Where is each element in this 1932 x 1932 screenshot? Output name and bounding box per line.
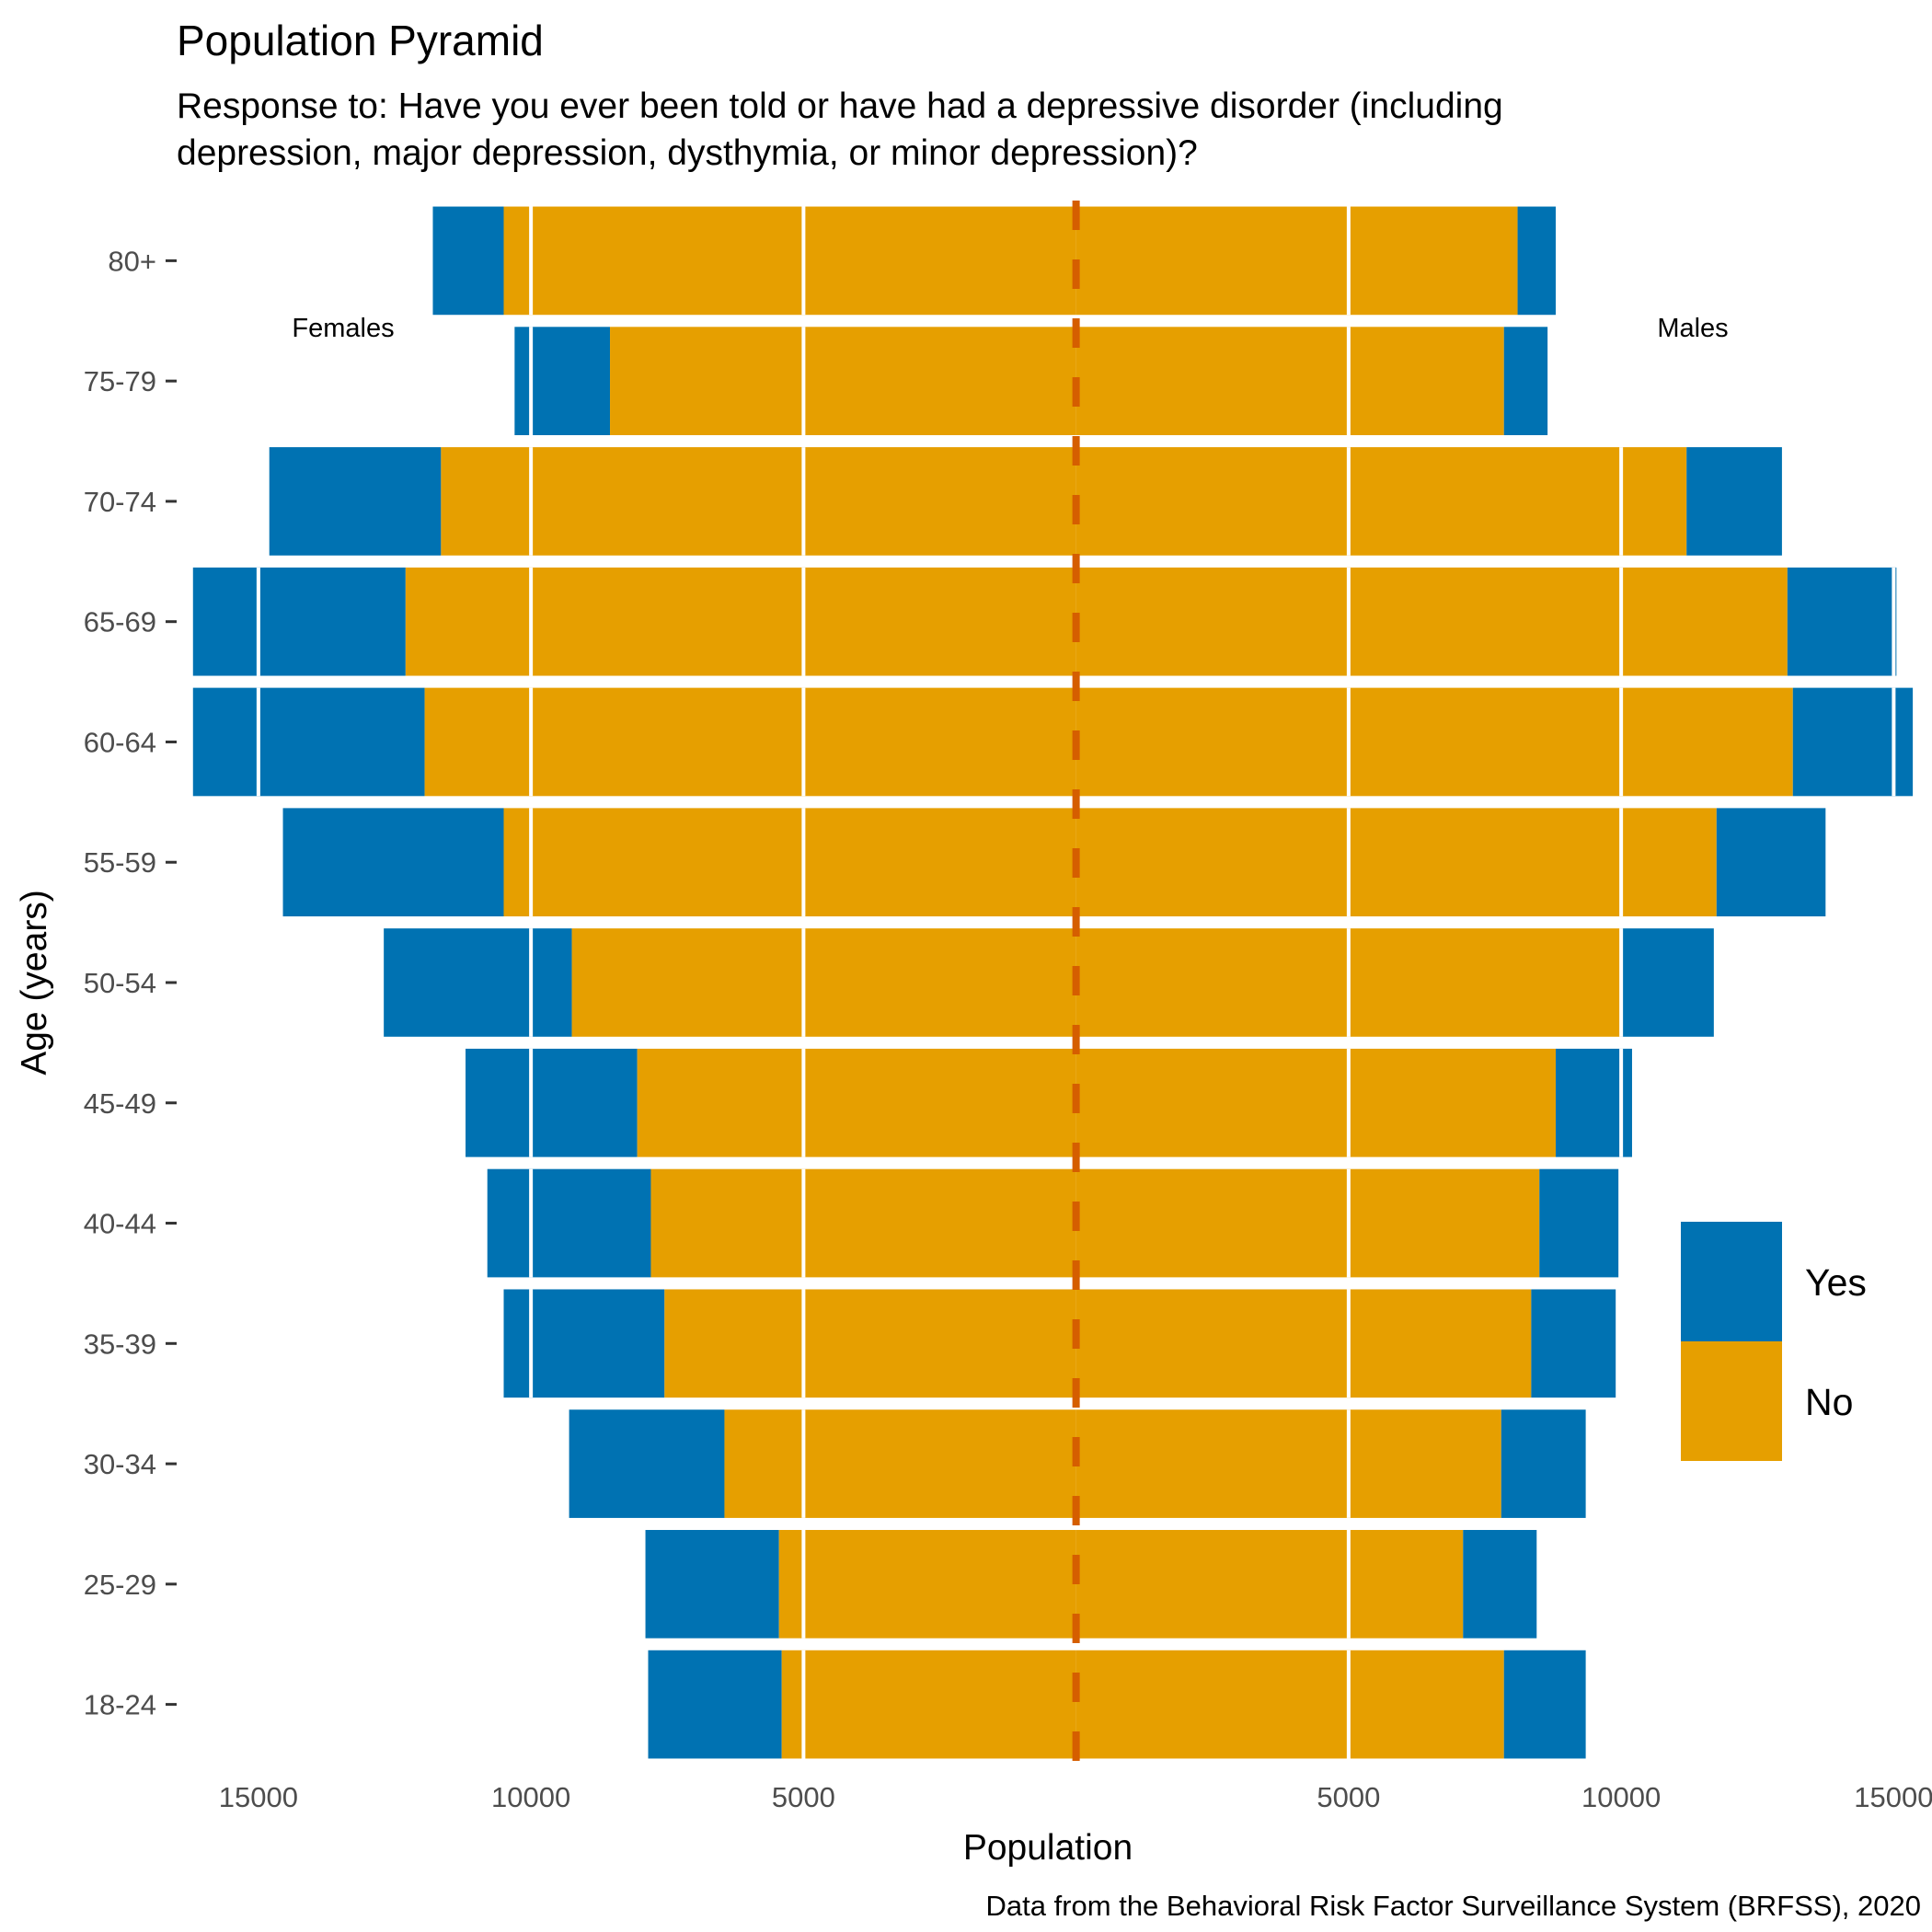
bar-female-no-60-64: [424, 687, 1076, 797]
chart-caption: Data from the Behavioral Risk Factor Sur…: [986, 1890, 1922, 1922]
bar-male-no-75-79: [1075, 327, 1504, 435]
bar-female-yes-60-64: [192, 687, 425, 797]
y-tick-label-45-49: 45-49: [84, 1087, 156, 1120]
bar-female-no-75-79: [610, 327, 1076, 435]
legend-key-no: [1681, 1341, 1782, 1461]
bar-male-yes-40-44: [1539, 1168, 1619, 1278]
legend-label-no: No: [1805, 1381, 1853, 1423]
bar-female-yes-45-49: [466, 1048, 638, 1157]
bar-male-yes-75-79: [1503, 327, 1548, 435]
bar-female-no-55-59: [503, 808, 1076, 917]
bar-male-no-70-74: [1075, 447, 1687, 556]
bar-male-no-35-39: [1075, 1289, 1532, 1398]
bar-male-yes-55-59: [1716, 808, 1826, 917]
bar-female-yes-80+: [432, 206, 504, 316]
chart-subtitle-line-2: depression, major depression, dysthymia,…: [177, 133, 1198, 173]
bar-male-no-40-44: [1075, 1168, 1540, 1278]
annotation-males: Males: [1657, 314, 1728, 343]
bar-male-yes-18-24: [1503, 1650, 1586, 1759]
annotation-females: Females: [292, 314, 394, 343]
y-tick-label-30-34: 30-34: [84, 1448, 156, 1480]
y-axis-title: Age (years): [15, 890, 54, 1075]
y-axis: 80+ 75-79 70-74 65-69 60-64 55-59 50-54 45-49 40…: [84, 245, 177, 1721]
y-tick-label-50-54: 50-54: [84, 967, 156, 999]
bar-male-no-18-24: [1075, 1650, 1504, 1759]
y-tick-label-80+: 80+: [108, 245, 156, 277]
y-tick-label-75-79: 75-79: [84, 365, 156, 397]
y-tick-label-60-64: 60-64: [84, 726, 156, 758]
bar-female-no-25-29: [778, 1530, 1076, 1639]
bar-female-yes-65-69: [192, 567, 406, 676]
legend-key-yes: [1681, 1222, 1782, 1341]
y-tick-label-55-59: 55-59: [84, 846, 156, 879]
y-tick-label-40-44: 40-44: [84, 1208, 156, 1240]
legend: Yes No: [1681, 1222, 1867, 1461]
x-axis: 15000 10000 5000 5000 10000 15000: [219, 1781, 1932, 1813]
bar-male-yes-50-54: [1621, 928, 1714, 1037]
bar-female-yes-40-44: [487, 1168, 651, 1278]
x-tick-label: 15000: [219, 1781, 298, 1813]
bar-male-no-30-34: [1075, 1409, 1501, 1518]
bar-female-no-80+: [503, 206, 1076, 316]
x-tick-label: 10000: [491, 1781, 570, 1813]
legend-label-yes: Yes: [1805, 1261, 1867, 1304]
chart-subtitle-line-1: Response to: Have you ever been told or …: [177, 86, 1503, 126]
bar-female-no-70-74: [441, 447, 1076, 556]
bar-male-no-25-29: [1075, 1530, 1464, 1639]
bar-male-no-65-69: [1075, 567, 1788, 676]
bar-female-no-45-49: [637, 1048, 1076, 1157]
segment-lines-layer: [256, 206, 1896, 1759]
x-tick-label: 5000: [772, 1781, 835, 1813]
bar-male-no-80+: [1075, 206, 1518, 316]
bar-female-no-18-24: [781, 1650, 1076, 1759]
bar-female-yes-50-54: [384, 928, 572, 1037]
bar-female-no-50-54: [571, 928, 1076, 1037]
bar-male-no-45-49: [1075, 1048, 1557, 1157]
bar-male-yes-65-69: [1787, 567, 1897, 676]
bar-female-yes-55-59: [282, 808, 504, 917]
bar-female-no-40-44: [650, 1168, 1076, 1278]
chart-title: Population Pyramid: [177, 17, 544, 64]
x-tick-label: 15000: [1854, 1781, 1932, 1813]
bar-female-yes-75-79: [514, 327, 611, 435]
y-tick-label-18-24: 18-24: [84, 1689, 156, 1721]
y-tick-label-70-74: 70-74: [84, 486, 156, 518]
bar-female-no-35-39: [664, 1289, 1076, 1398]
bar-male-yes-80+: [1517, 206, 1557, 316]
bar-female-yes-18-24: [648, 1650, 782, 1759]
bar-male-yes-30-34: [1501, 1409, 1586, 1518]
bar-female-no-30-34: [724, 1409, 1076, 1518]
bar-male-no-55-59: [1075, 808, 1717, 917]
bars-layer: [192, 206, 1914, 1759]
bar-female-no-65-69: [405, 567, 1076, 676]
bar-male-yes-70-74: [1686, 447, 1782, 556]
x-axis-title: Population: [963, 1828, 1133, 1868]
y-tick-label-35-39: 35-39: [84, 1328, 156, 1360]
bar-female-yes-70-74: [269, 447, 442, 556]
bar-female-yes-30-34: [569, 1409, 725, 1518]
bar-female-yes-25-29: [645, 1530, 779, 1639]
bar-male-yes-35-39: [1531, 1289, 1616, 1398]
y-tick-label-65-69: 65-69: [84, 606, 156, 638]
x-tick-label: 5000: [1317, 1781, 1380, 1813]
bar-female-yes-35-39: [503, 1289, 665, 1398]
y-tick-label-25-29: 25-29: [84, 1569, 156, 1601]
bar-male-no-60-64: [1075, 687, 1793, 797]
bar-male-yes-25-29: [1463, 1530, 1537, 1639]
x-tick-label: 10000: [1581, 1781, 1661, 1813]
